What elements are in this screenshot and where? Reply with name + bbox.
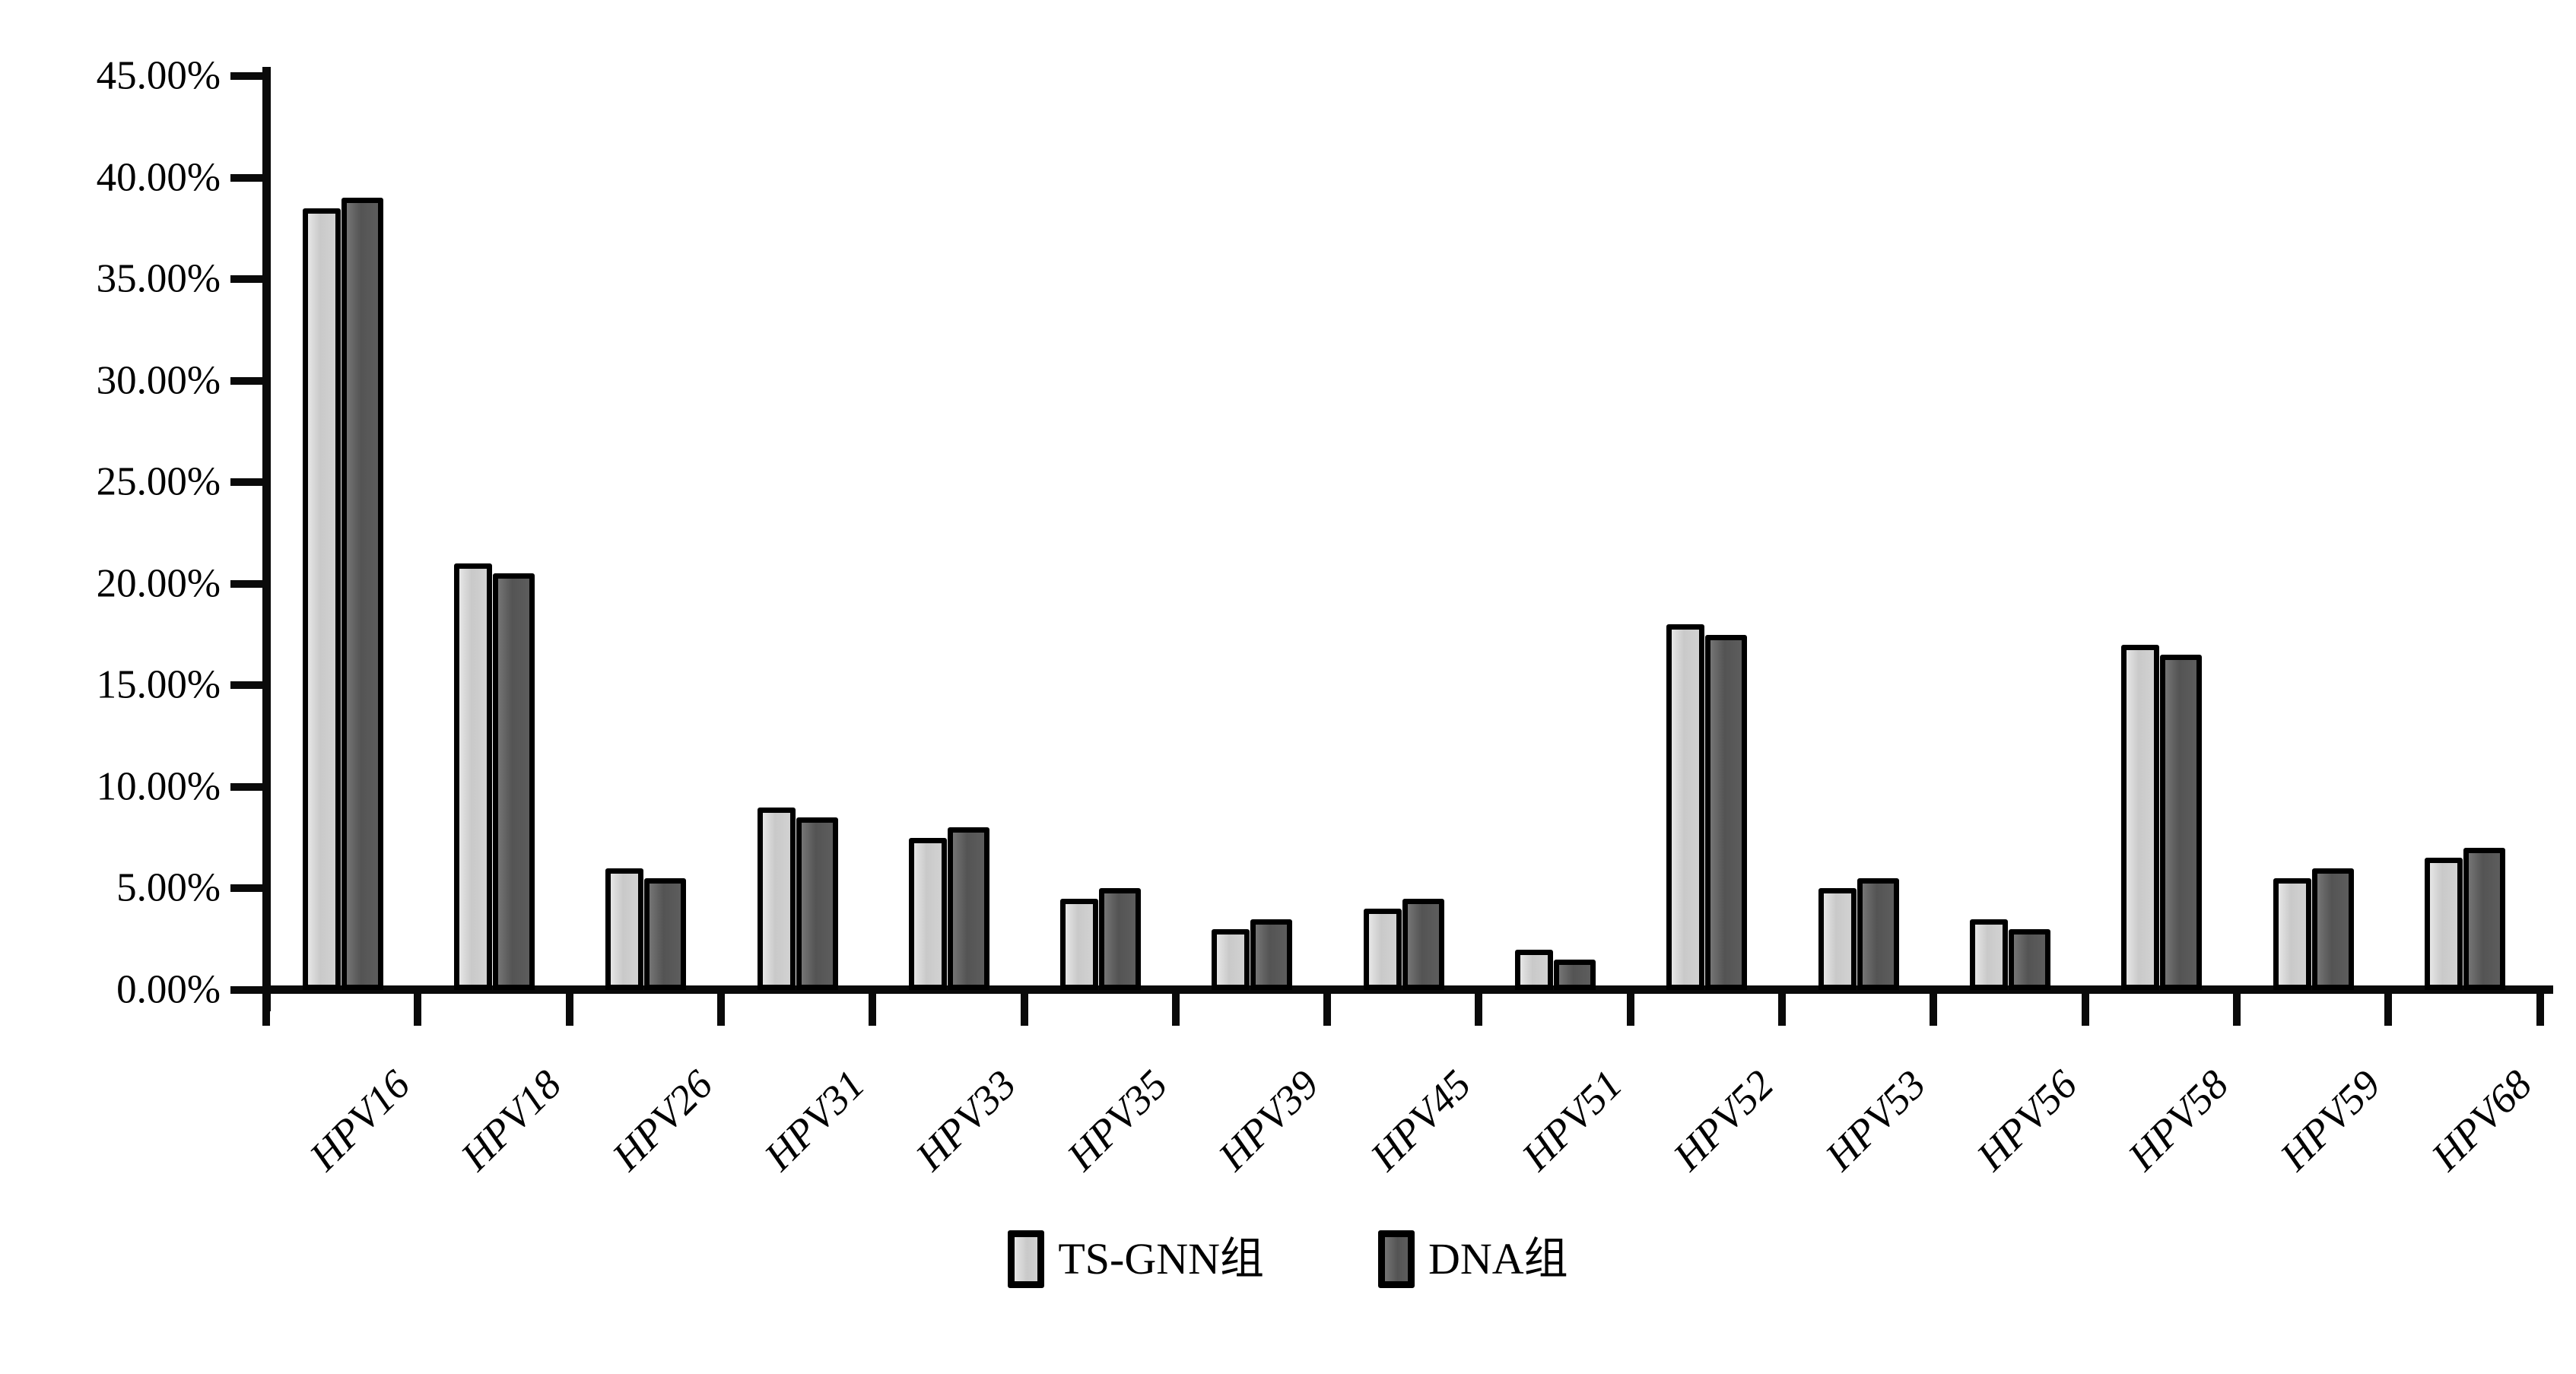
x-tick: [1626, 994, 1634, 1026]
bar-TS-GNN组-hpv52: [1666, 624, 1705, 990]
legend: TS-GNN组 DNA组: [0, 1230, 2576, 1288]
bar-TS-GNN组-hpv26: [605, 868, 644, 990]
legend-label: DNA组: [1428, 1234, 1568, 1284]
bar-DNA组-hpv39: [1250, 919, 1293, 990]
y-tick-label: 45.00%: [96, 53, 221, 98]
y-tick: [230, 782, 262, 791]
legend-item: TS-GNN组: [1008, 1230, 1264, 1288]
bar-DNA组-hpv33: [947, 827, 989, 990]
bar-DNA组-hpv16: [341, 198, 383, 990]
x-tick: [565, 994, 573, 1026]
bar-DNA组-hpv31: [796, 817, 838, 990]
bar-TS-GNN组-hpv56: [1969, 919, 2008, 990]
bar-TS-GNN组-hpv35: [1060, 899, 1099, 990]
y-tick: [230, 986, 262, 994]
x-tick: [1778, 994, 1786, 1026]
legend-item: DNA组: [1378, 1230, 1568, 1288]
legend-swatch-icon: [1008, 1230, 1045, 1288]
y-tick: [230, 884, 262, 893]
bar-TS-GNN组-hpv39: [1212, 929, 1250, 990]
y-tick-label: 20.00%: [96, 561, 221, 606]
bar-DNA组-hpv52: [1705, 635, 1748, 990]
bar-TS-GNN组-hpv16: [302, 208, 341, 990]
bar-DNA组-hpv56: [2008, 929, 2050, 990]
bar-DNA组-hpv45: [1402, 899, 1444, 990]
x-tick: [2232, 994, 2241, 1026]
y-tick-label: 25.00%: [96, 459, 221, 504]
x-tick: [2536, 994, 2544, 1026]
bar-DNA组-hpv26: [644, 878, 687, 990]
x-tick: [2081, 994, 2089, 1026]
x-tick: [414, 994, 422, 1026]
bar-TS-GNN组-hpv45: [1363, 909, 1402, 990]
x-tick: [1323, 994, 1332, 1026]
y-tick: [230, 72, 262, 81]
x-tick: [262, 994, 270, 1026]
y-tick-label: 40.00%: [96, 155, 221, 200]
bar-DNA组-hpv18: [492, 573, 535, 990]
bar-TS-GNN组-hpv18: [453, 563, 492, 990]
y-tick: [230, 376, 262, 385]
y-tick: [230, 579, 262, 588]
bar-DNA组-hpv51: [1554, 960, 1596, 990]
x-tick: [1171, 994, 1180, 1026]
bar-DNA组-hpv53: [1857, 878, 1899, 990]
bar-TS-GNN组-hpv68: [2424, 858, 2463, 990]
y-tick: [230, 478, 262, 487]
bar-DNA组-hpv58: [2160, 655, 2203, 990]
bar-TS-GNN组-hpv31: [757, 808, 796, 990]
y-tick-label: 30.00%: [96, 358, 221, 403]
y-tick-label: 35.00%: [96, 256, 221, 301]
y-tick: [230, 173, 262, 182]
bar-DNA组-hpv35: [1099, 888, 1142, 990]
y-tick-label: 15.00%: [96, 662, 221, 707]
x-tick: [869, 994, 877, 1026]
bar-DNA组-hpv59: [2311, 868, 2354, 990]
y-tick: [230, 681, 262, 690]
x-tick: [1930, 994, 1938, 1026]
bar-DNA组-hpv68: [2463, 848, 2505, 990]
y-tick-label: 5.00%: [116, 865, 221, 910]
legend-swatch-icon: [1378, 1230, 1415, 1288]
bar-TS-GNN组-hpv51: [1515, 950, 1554, 990]
legend-label: TS-GNN组: [1058, 1234, 1264, 1284]
x-tick: [1020, 994, 1028, 1026]
x-tick: [716, 994, 725, 1026]
bar-TS-GNN组-hpv58: [2121, 645, 2160, 990]
y-tick-label: 10.00%: [96, 764, 221, 809]
bar-TS-GNN组-hpv59: [2273, 878, 2311, 990]
y-tick: [230, 275, 262, 284]
x-tick: [1475, 994, 1483, 1026]
x-tick: [2384, 994, 2393, 1026]
y-tick-label: 0.00%: [116, 967, 221, 1012]
y-axis: [262, 67, 271, 1011]
bar-TS-GNN组-hpv33: [908, 838, 947, 990]
bar-TS-GNN组-hpv53: [1818, 888, 1857, 990]
